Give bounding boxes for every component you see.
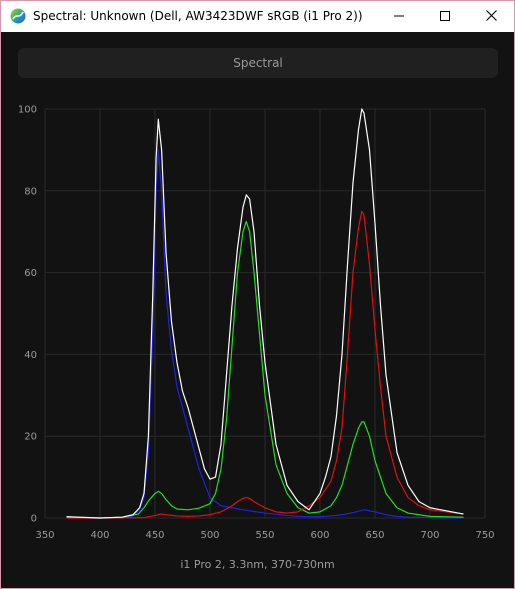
- x-tick-label: 750: [475, 530, 494, 541]
- close-icon: [485, 9, 497, 24]
- x-tick-label: 400: [90, 530, 109, 541]
- minimize-icon: [394, 10, 404, 24]
- white-spectrum-line: [66, 108, 464, 519]
- y-tick-label: 20: [24, 432, 37, 443]
- x-tick-label: 450: [145, 530, 164, 541]
- x-tick-label: 600: [310, 530, 329, 541]
- y-tick-label: 0: [31, 514, 37, 525]
- x-tick-label: 500: [200, 530, 219, 541]
- spectral-app-icon: [10, 8, 26, 24]
- spectral-chart: 350 400 450 500 550 600 650 700 750 0 20 40 60 80 100: [18, 105, 495, 542]
- maximize-icon: [440, 10, 450, 24]
- y-tick-label: 60: [24, 268, 37, 279]
- x-tick-label: 650: [365, 530, 384, 541]
- window-title: Spectral: Unknown (Dell, AW3423DWF sRGB …: [33, 9, 363, 23]
- minimize-button[interactable]: [376, 1, 422, 32]
- spectral-header-label: Spectral: [233, 56, 283, 70]
- x-tick-label: 700: [420, 530, 439, 541]
- x-tick-label: 550: [255, 530, 274, 541]
- spectral-header-button[interactable]: Spectral: [18, 48, 498, 78]
- y-tick-label: 100: [18, 105, 37, 116]
- green-spectrum-line: [66, 220, 464, 519]
- maximize-button[interactable]: [422, 1, 468, 32]
- close-button[interactable]: [468, 1, 514, 32]
- blue-spectrum-line: [66, 149, 464, 519]
- title-bar[interactable]: Spectral: Unknown (Dell, AW3423DWF sRGB …: [1, 1, 514, 32]
- red-spectrum-line: [66, 210, 464, 519]
- y-tick-label: 40: [24, 350, 37, 361]
- window-content: Spectral 350 400 450 500 550 600 650 700 750 0 20 4…: [1, 32, 514, 588]
- y-tick-label: 80: [24, 186, 37, 197]
- x-tick-label: 350: [35, 530, 54, 541]
- measurement-caption: i1 Pro 2, 3.3nm, 370-730nm: [180, 558, 335, 571]
